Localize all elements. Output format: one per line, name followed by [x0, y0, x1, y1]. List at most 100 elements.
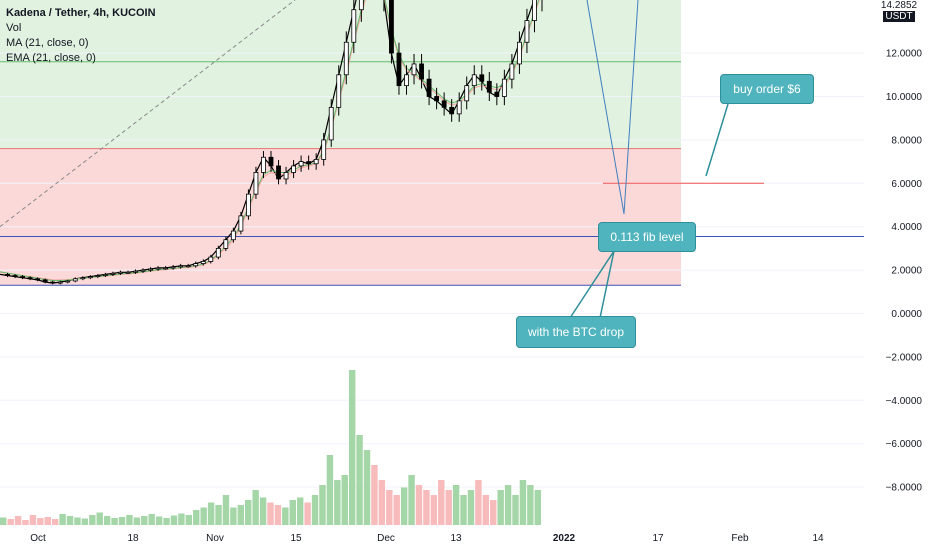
x-tick-label: 17: [652, 533, 664, 544]
y-tick-label: 10.0000: [886, 92, 923, 103]
legend-ma[interactable]: MA (21, close, 0): [6, 37, 89, 49]
candle-body: [110, 272, 116, 275]
volume-bar: [400, 487, 408, 525]
candle-body: [321, 139, 327, 160]
candle-body: [486, 80, 492, 93]
candle-body: [87, 276, 93, 279]
candle-body: [441, 100, 447, 108]
volume-bar: [237, 505, 245, 525]
volume-bar: [356, 435, 363, 525]
candle-body: [200, 261, 206, 264]
candle-body: [170, 266, 176, 269]
candle-body: [72, 278, 78, 282]
volume-bar: [534, 490, 541, 525]
volume-bar: [0, 517, 7, 525]
callout-btc-drop[interactable]: with the BTC drop: [516, 316, 636, 348]
volume-bar: [348, 370, 356, 525]
candle-body: [479, 74, 485, 82]
volume-bar: [29, 515, 37, 525]
volume-bar: [141, 516, 148, 525]
volume-bar: [319, 485, 326, 525]
x-tick-label: 14: [812, 533, 824, 544]
volume-bar: [81, 518, 89, 525]
candle-body: [230, 230, 236, 241]
volume-bar: [423, 490, 430, 525]
volume-bar: [289, 500, 296, 525]
volume-bar: [311, 495, 319, 525]
y-tick-label: 2.0000: [891, 266, 922, 277]
legend-vol[interactable]: Vol: [6, 22, 22, 34]
candle-body: [208, 256, 214, 262]
volume-bar: [207, 502, 215, 525]
drawing-lines: [0, 0, 729, 319]
candle-body: [351, 9, 357, 43]
volume-bar: [482, 495, 490, 525]
price-badge-unit: USDT: [883, 11, 915, 22]
candle-body: [494, 91, 500, 97]
volume-bar: [215, 505, 222, 525]
volume-bar: [66, 516, 74, 525]
candle-body: [155, 267, 161, 270]
candle-body: [35, 278, 41, 281]
volume-bar: [408, 475, 415, 525]
y-tick-label: 8.0000: [891, 135, 922, 146]
candle-body: [471, 74, 477, 87]
volume-bar: [222, 495, 230, 525]
y-tick-label: 6.0000: [891, 179, 922, 190]
y-tick-label: −6.0000: [886, 439, 923, 450]
candle-body: [246, 193, 251, 217]
candle-body: [291, 165, 296, 173]
x-tick-label: 18: [127, 533, 139, 544]
y-axis-background: [864, 0, 932, 550]
volume-bar: [22, 520, 29, 525]
candle-body: [102, 274, 108, 276]
y-axis: 12.0000 10.0000 8.0000 6.0000 4.0000 2.0000 0.…: [864, 0, 932, 550]
price-badge-value: 14.2852: [880, 0, 918, 11]
candle-body: [434, 96, 440, 102]
x-tick-label: Oct: [30, 533, 46, 544]
zone-layer: [0, 0, 681, 286]
volume-bar: [386, 490, 393, 525]
y-tick-label: 12.0000: [886, 49, 923, 60]
volume-bar: [44, 517, 51, 525]
volume-bar: [490, 500, 497, 525]
x-axis: Oct 18 Nov 15 Dec 13 2022 17 Feb 14: [30, 533, 824, 544]
volume-bar: [371, 465, 378, 525]
volume-bar: [326, 455, 334, 525]
volume-bar: [393, 495, 400, 525]
candle-body: [178, 265, 184, 268]
candle-body: [215, 247, 221, 258]
candle-body: [193, 263, 199, 267]
volume-bar: [7, 519, 14, 525]
candle-body: [336, 74, 342, 108]
candle-body: [253, 172, 259, 195]
volume-bar: [341, 475, 348, 525]
y-tick-label: −2.0000: [886, 352, 923, 363]
volume-bar: [438, 480, 445, 525]
volume-bar: [519, 480, 527, 525]
callout-fib-level[interactable]: 0.113 fib level: [598, 222, 696, 252]
candle-body: [404, 74, 409, 87]
green-zone: [0, 0, 681, 149]
legend-symbol[interactable]: Kadena / Tether, 4h, KUCOIN: [6, 7, 156, 19]
volume-layer: [0, 370, 541, 525]
candle-body: [396, 52, 402, 87]
candle-body: [163, 267, 169, 270]
callout-buy-order-text: buy order $6: [733, 82, 801, 96]
candle-body: [501, 78, 507, 97]
volume-bar: [445, 490, 452, 525]
chart-legend: Kadena / Tether, 4h, KUCOIN Vol MA (21, …: [6, 6, 156, 66]
legend-ema[interactable]: EMA (21, close, 0): [6, 52, 96, 64]
candle-body: [419, 63, 424, 80]
volume-bar: [170, 515, 178, 525]
candle-body: [261, 156, 266, 173]
callout-buy-order[interactable]: buy order $6: [720, 74, 814, 104]
candle-body: [449, 106, 455, 115]
volume-bar: [230, 507, 237, 525]
volume-bar: [304, 502, 311, 525]
volume-bar: [118, 517, 126, 525]
candle-body: [148, 268, 153, 271]
volume-bar: [37, 518, 44, 525]
candle-body: [532, 0, 537, 21]
candle-body: [343, 41, 349, 76]
